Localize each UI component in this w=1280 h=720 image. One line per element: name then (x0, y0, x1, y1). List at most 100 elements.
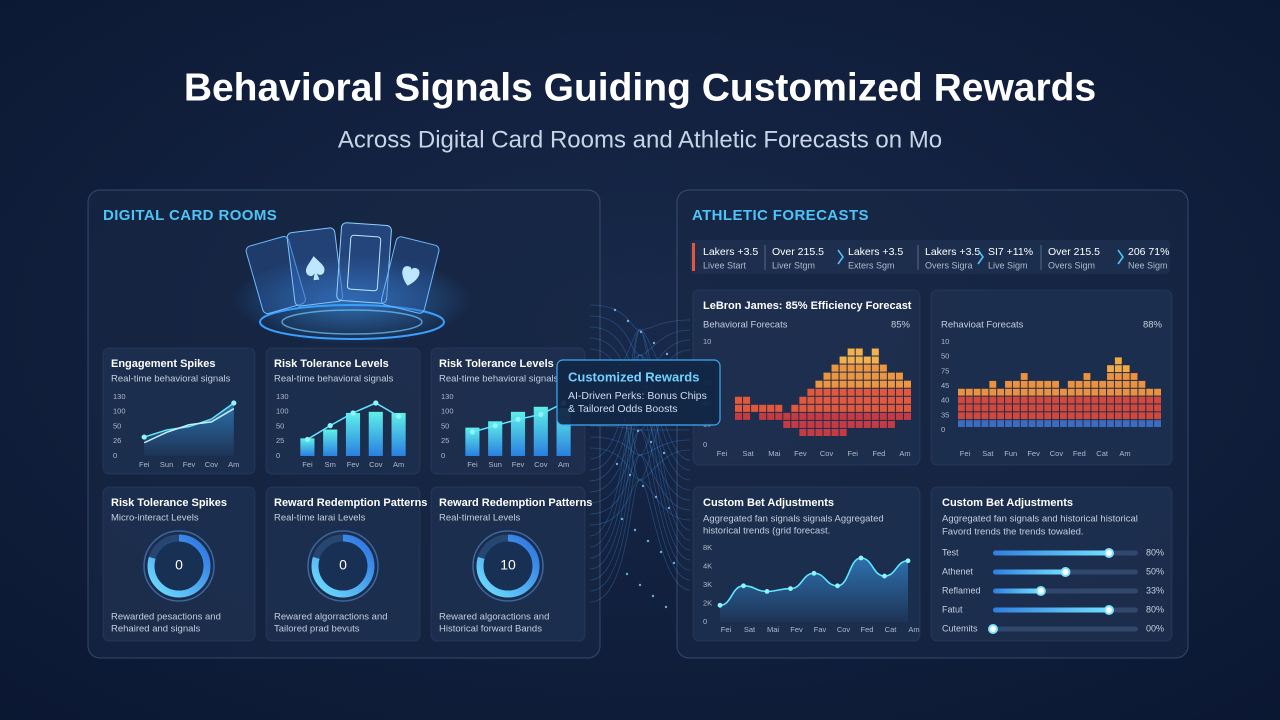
area (720, 558, 908, 622)
heat-cell (863, 388, 871, 396)
playing-card (245, 236, 306, 315)
x-tick-label: Am (1119, 449, 1130, 458)
card-subtitle: Micro-interact Levels (111, 513, 199, 524)
heat-column (887, 372, 895, 428)
ticker-marker (692, 243, 695, 271)
heat-cell (1122, 420, 1130, 427)
point (231, 400, 237, 406)
heat-column (759, 404, 767, 420)
card-subtitle: Behavioral Forecats (703, 320, 788, 331)
heat-cell (1130, 420, 1138, 427)
network-dot (639, 330, 643, 334)
bar (488, 421, 503, 456)
point (350, 410, 356, 416)
heat-cell (895, 380, 903, 388)
heat-cell (839, 396, 847, 404)
network-line (589, 436, 691, 456)
heat-cell (759, 404, 767, 412)
x-tick-label: Sun (489, 460, 502, 469)
x-tick-label: Fev (1027, 449, 1040, 458)
heat-cell (847, 388, 855, 396)
heat-cell (1114, 380, 1122, 388)
heat-cell (871, 388, 879, 396)
ticker-strip (690, 240, 1170, 274)
heat-cell (1075, 380, 1083, 388)
heat-column (735, 396, 743, 420)
heat-cell (1005, 412, 1012, 420)
heat-column (1067, 380, 1075, 427)
network-dot (628, 473, 632, 477)
slider-fill (993, 569, 1066, 575)
heat-cell (1154, 412, 1161, 420)
heat-cell (1052, 404, 1059, 412)
y-tick-label: 10 (703, 337, 711, 346)
card-footer: Rehaired and signals (111, 624, 201, 635)
x-tick-label: Cov (1050, 449, 1064, 458)
slider-label: Reflamed (942, 585, 981, 595)
heat-cell (815, 388, 823, 396)
network-line (589, 329, 691, 461)
heat-cell (783, 412, 791, 420)
point (741, 583, 746, 589)
heat-cell (887, 404, 895, 412)
network-dot (626, 319, 630, 323)
heat-cell (1005, 404, 1012, 412)
card-value: 88% (1143, 320, 1163, 331)
gauge-outer (143, 530, 215, 602)
heat-cell (839, 420, 847, 428)
x-tick-label: Cov (820, 449, 834, 458)
heat-cell (1146, 420, 1154, 427)
heat-cell (759, 412, 767, 420)
x-tick-label: Fed (861, 625, 874, 634)
y-tick-label: 26 (113, 436, 121, 445)
heat-cell (799, 396, 807, 404)
heat-cell (1020, 404, 1028, 412)
heat-column (815, 380, 823, 436)
x-tick-label: Am (899, 449, 910, 458)
x-tick-label: Fei (848, 449, 859, 458)
heat-cell (807, 420, 815, 428)
heat-cell (847, 420, 855, 428)
heat-column (1099, 380, 1107, 427)
card-subtitle: Real-time behavioral signals (439, 374, 559, 385)
x-tick-label: Fev (347, 460, 360, 469)
x-tick-label: Am (558, 460, 569, 469)
heat-cell (1146, 404, 1154, 412)
heat-column (775, 404, 783, 420)
heat-cell (1122, 388, 1130, 396)
x-tick-label: Sat (982, 449, 994, 458)
heat-cell (1099, 420, 1107, 427)
heat-cell (839, 372, 847, 380)
card-title: Custom Bet Adjustments (942, 497, 1073, 509)
point (811, 570, 817, 576)
point (396, 413, 402, 419)
heat-cell (751, 404, 759, 412)
slider-value: 80% (1146, 547, 1164, 557)
heat-cell (1114, 388, 1122, 396)
bar (533, 406, 548, 456)
x-tick-label: Cov (205, 460, 219, 469)
heat-cell (1020, 420, 1028, 427)
playing-card (380, 236, 440, 314)
heat-cell (1107, 373, 1114, 380)
heat-column (879, 364, 887, 428)
y-tick-label: 50 (941, 352, 949, 361)
card-value: 85% (891, 320, 911, 331)
heat-cell (791, 412, 799, 420)
heat-cell (839, 356, 847, 364)
y-tick-label: 50 (441, 421, 449, 430)
heat-cell (847, 380, 855, 388)
heat-cell (863, 420, 871, 428)
heat-cell (831, 420, 839, 428)
x-tick-label: Cov (534, 460, 548, 469)
heat-cell (1044, 388, 1052, 396)
heat-cell (1099, 388, 1107, 396)
heat-cell (1036, 380, 1044, 388)
slider-knob (988, 624, 998, 634)
heat-cell (887, 420, 895, 428)
network-dot (638, 583, 642, 587)
heat-cell (1114, 412, 1122, 420)
x-tick-label: Am (908, 625, 919, 634)
y-tick-label: 40 (941, 396, 949, 405)
x-tick-label: Fed (1073, 449, 1086, 458)
